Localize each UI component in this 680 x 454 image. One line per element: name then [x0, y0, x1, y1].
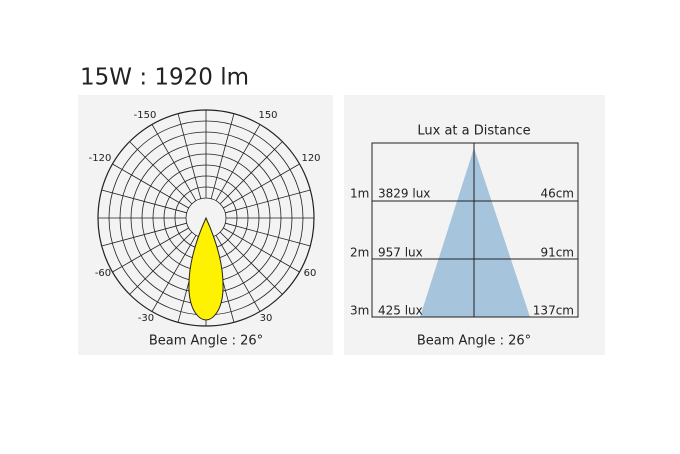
angle-label: -150	[134, 110, 157, 121]
polar-spoke	[112, 163, 189, 209]
distance: 1m	[350, 187, 369, 201]
angle-label: 60	[304, 268, 317, 279]
lux-value: 3829 lux	[378, 187, 430, 201]
polar-spoke	[223, 163, 300, 209]
polar-spoke	[219, 231, 283, 295]
diameter: 91cm	[540, 246, 574, 260]
title: 15W : 1920 lm	[80, 65, 249, 91]
polar-spoke	[225, 222, 311, 247]
beam-shape	[188, 216, 224, 321]
lux-value: 957 lux	[378, 246, 423, 260]
angle-label: 150	[258, 110, 277, 121]
diameter: 46cm	[540, 187, 574, 201]
lux-title: Lux at a Distance	[417, 124, 530, 139]
polar-spoke	[151, 235, 197, 312]
polar-spoke	[225, 189, 311, 214]
polar-spoke	[223, 227, 300, 273]
angle-label: -120	[89, 153, 112, 164]
angle-label: 30	[260, 313, 273, 324]
polar-spoke	[101, 189, 187, 214]
distance: 3m	[350, 304, 369, 318]
angle-label: -60	[95, 268, 111, 279]
polar-spoke	[151, 124, 197, 201]
lux-value: 425 lux	[378, 304, 423, 318]
polar-spoke	[210, 113, 235, 199]
polar-spoke	[219, 141, 283, 205]
polar-spoke	[215, 235, 261, 312]
polar-spoke	[215, 124, 261, 201]
lux-frame	[371, 142, 579, 318]
polar-spoke	[129, 231, 193, 295]
distance: 2m	[350, 246, 369, 260]
caption: Beam Angle : 26°	[149, 334, 263, 349]
polar-spoke	[112, 227, 189, 273]
angle-label: 120	[301, 153, 320, 164]
beam-cone	[420, 148, 530, 317]
caption: Beam Angle : 26°	[417, 334, 531, 349]
polar-diagram	[97, 109, 315, 327]
polar-spoke	[101, 222, 187, 247]
polar-spoke	[177, 113, 202, 199]
polar-spoke	[129, 141, 193, 205]
diameter: 137cm	[533, 304, 574, 318]
angle-label: -30	[138, 313, 154, 324]
